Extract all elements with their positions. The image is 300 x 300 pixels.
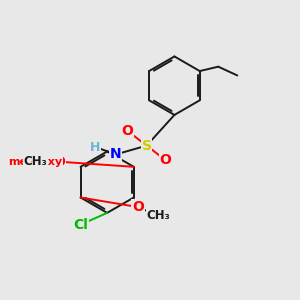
Text: CH₃: CH₃ <box>24 155 47 168</box>
Text: methoxy: methoxy <box>8 157 63 167</box>
Text: H: H <box>90 141 101 154</box>
Text: Cl: Cl <box>74 218 88 232</box>
Text: O: O <box>122 124 134 138</box>
Text: CH₃: CH₃ <box>146 209 170 222</box>
Text: O: O <box>160 153 172 167</box>
Text: N: N <box>110 147 122 161</box>
Text: O: O <box>132 200 144 214</box>
Text: methoxy: methoxy <box>31 160 38 162</box>
Text: O: O <box>53 155 65 169</box>
Text: S: S <box>142 139 152 153</box>
